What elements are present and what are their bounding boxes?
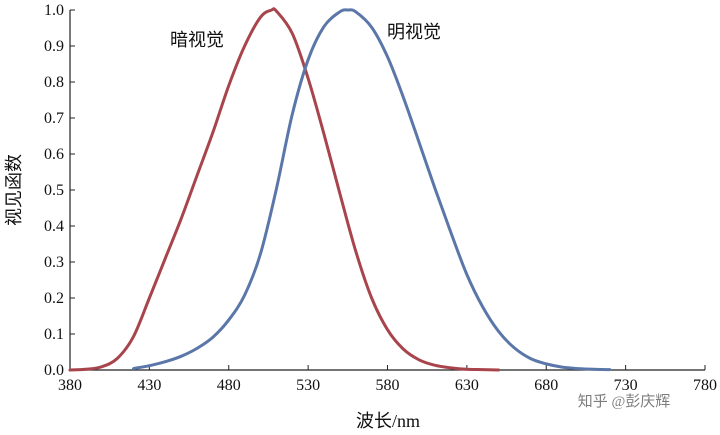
y-tick-label: 0.1 [44, 326, 64, 343]
y-tick-label: 0.6 [44, 146, 64, 163]
x-axis-title: 波长/nm [356, 411, 420, 431]
y-tick-label: 0.9 [44, 38, 64, 55]
y-tick-label: 0.5 [44, 182, 64, 199]
y-tick-label: 1.0 [44, 2, 64, 19]
series-line-photopic [132, 8, 612, 372]
y-tick-label: 0.0 [44, 362, 64, 379]
x-tick-label: 580 [376, 377, 400, 394]
watermark-text: 知乎 @彭庆辉 [578, 393, 671, 410]
axes: 0.0 0.1 0.2 0.3 0.4 0.5 0.6 0.7 0.8 0.9 1.0 380 430 4… [44, 2, 717, 394]
x-tick-label: 530 [296, 377, 320, 394]
y-tick-label: 0.8 [44, 74, 64, 91]
x-tick-label: 630 [455, 377, 479, 394]
series-lines [68, 7, 612, 372]
series-label-scotopic: 暗视觉 [170, 30, 224, 50]
x-tick-label: 380 [58, 377, 82, 394]
x-tick-label: 430 [137, 377, 161, 394]
series-label-photopic: 明视觉 [387, 22, 441, 42]
y-tick-label: 0.2 [44, 290, 64, 307]
x-tick-label: 730 [614, 377, 638, 394]
y-tick-label: 0.7 [44, 110, 64, 127]
x-tick-label: 480 [217, 377, 241, 394]
y-tick-label: 0.4 [44, 218, 64, 235]
series-line-scotopic [68, 7, 501, 372]
labels: 暗视觉 明视觉 波长/nm 视见函数 知乎 @彭庆辉 [4, 22, 670, 431]
y-tick-label: 0.3 [44, 254, 64, 271]
x-tick-label: 680 [534, 377, 558, 394]
x-tick-label: 780 [693, 377, 717, 394]
y-axis-title: 视见函数 [4, 154, 24, 226]
